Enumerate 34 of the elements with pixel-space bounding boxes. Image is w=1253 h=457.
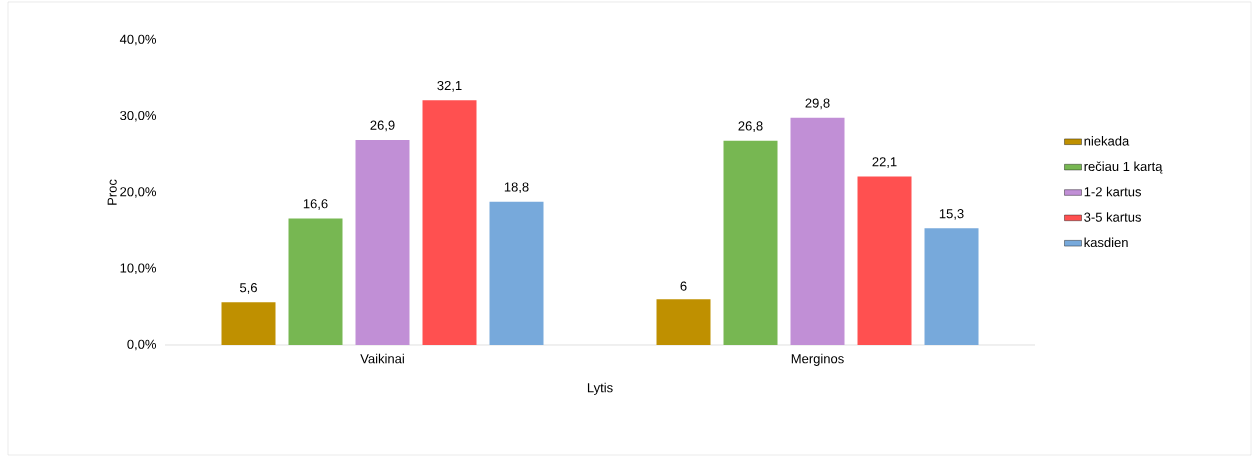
data-label: 22,1 bbox=[872, 157, 897, 168]
legend-label: 3-5 kartus bbox=[1084, 212, 1142, 222]
y-tick-label: 20,0% bbox=[120, 187, 156, 198]
bar bbox=[288, 218, 343, 345]
data-label: 26,9 bbox=[370, 120, 395, 132]
data-label: 15,3 bbox=[939, 209, 964, 220]
y-tick-label: 10,0% bbox=[120, 263, 156, 275]
data-label: 6 bbox=[680, 281, 687, 291]
legend-label: 1-2 kartus bbox=[1084, 186, 1142, 197]
x-axis-title: Lytis bbox=[587, 382, 613, 395]
legend-label: rečiau 1 kartą bbox=[1084, 161, 1163, 174]
bar bbox=[355, 139, 410, 345]
bar bbox=[924, 228, 979, 345]
x-tick-label: Merginos bbox=[791, 353, 844, 366]
y-tick-label: 30,0% bbox=[120, 110, 156, 122]
x-tick-label: Vaikinai bbox=[360, 353, 404, 364]
data-label: 32,1 bbox=[437, 80, 462, 92]
y-axis-title: Proc bbox=[107, 179, 117, 205]
legend-label: niekada bbox=[1084, 136, 1130, 146]
bar bbox=[656, 299, 711, 345]
data-label: 26,8 bbox=[738, 121, 763, 133]
bar bbox=[221, 302, 276, 345]
bar bbox=[790, 117, 845, 345]
y-tick-label: 40,0% bbox=[119, 34, 156, 46]
data-label: 16,6 bbox=[303, 199, 328, 210]
bar bbox=[723, 140, 778, 345]
y-tick-label: 0,0% bbox=[127, 339, 156, 351]
bar bbox=[857, 176, 912, 345]
data-label: 18,8 bbox=[504, 182, 529, 194]
data-label: 5,6 bbox=[239, 283, 257, 294]
legend-label: kasdien bbox=[1084, 237, 1128, 248]
bar bbox=[489, 201, 544, 345]
bar bbox=[422, 100, 477, 345]
data-label: 29,8 bbox=[805, 98, 830, 110]
